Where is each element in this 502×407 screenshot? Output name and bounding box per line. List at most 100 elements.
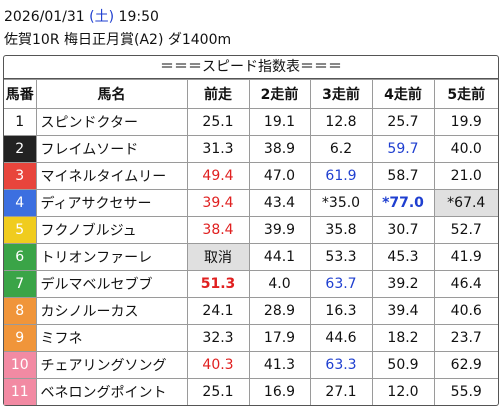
- speed-index: 31.3: [186, 135, 250, 163]
- speed-index: 58.7: [371, 162, 435, 190]
- horse-row: 6 トリオンファーレ 取消 44.1 53.3 45.3 41.9: [4, 243, 498, 271]
- speed-table-box: ＝＝＝スピード指数表＝＝＝ 馬番 馬名 前走 2走前 3走前 4走前 5走前 1 スピンドクタ…: [3, 55, 499, 406]
- date: 2026/01/31: [4, 9, 85, 25]
- speed-index: 35.8: [309, 216, 373, 244]
- date-line: 2026/01/31 (土) 19:50: [4, 6, 159, 26]
- speed-index: *77.0: [371, 189, 435, 217]
- column-header: 馬番: [4, 79, 37, 109]
- speed-index: 62.9: [433, 351, 498, 379]
- speed-index: 18.2: [371, 324, 435, 352]
- column-header: 前走: [186, 79, 250, 109]
- speed-index: 40.6: [433, 297, 498, 325]
- speed-index: 39.2: [371, 270, 435, 298]
- speed-table: 馬番 馬名 前走 2走前 3走前 4走前 5走前 1 スピンドクター 25.1 19.1 12.8 2…: [4, 79, 498, 405]
- horse-name: カシノルーカス: [35, 297, 188, 325]
- speed-index: 63.3: [309, 351, 373, 379]
- speed-index: 52.7: [433, 216, 498, 244]
- speed-index: 32.3: [186, 324, 250, 352]
- speed-index: 4.0: [248, 270, 311, 298]
- horse-name: スピンドクター: [35, 108, 188, 136]
- horse-number: 10: [4, 351, 37, 379]
- speed-index: 24.1: [186, 297, 250, 325]
- time: 19:50: [118, 9, 159, 25]
- horse-number: 8: [4, 297, 37, 325]
- speed-index: 23.7: [433, 324, 498, 352]
- horse-row: 7 デルマベルセブブ 51.3 4.0 63.7 39.2 46.4: [4, 270, 498, 298]
- horse-name: マイネルタイムリー: [35, 162, 188, 190]
- speed-index: 39.9: [248, 216, 311, 244]
- speed-index: 25.1: [186, 378, 250, 405]
- speed-index: 44.1: [248, 243, 311, 271]
- column-header: 2走前: [248, 79, 311, 109]
- speed-index: 25.1: [186, 108, 250, 136]
- horse-name: ミフネ: [35, 324, 188, 352]
- horse-row: 5 フクノブルジュ 38.4 39.9 35.8 30.7 52.7: [4, 216, 498, 244]
- speed-index: 39.4: [371, 297, 435, 325]
- speed-index: 12.8: [309, 108, 373, 136]
- speed-index: 51.3: [186, 270, 250, 298]
- horse-row: 8 カシノルーカス 24.1 28.9 16.3 39.4 40.6: [4, 297, 498, 325]
- horse-name: ベネロングポイント: [35, 378, 188, 405]
- speed-index: 40.3: [186, 351, 250, 379]
- table-title: ＝＝＝スピード指数表＝＝＝: [4, 56, 498, 79]
- speed-index: *67.4: [433, 189, 498, 217]
- speed-index: 19.9: [433, 108, 498, 136]
- horse-name: ディアサクセサー: [35, 189, 188, 217]
- paren: (: [89, 9, 95, 25]
- horse-number: 5: [4, 216, 37, 244]
- speed-index: 27.1: [309, 378, 373, 405]
- paren: ): [108, 9, 115, 25]
- header-row: 馬番 馬名 前走 2走前 3走前 4走前 5走前: [4, 79, 498, 109]
- speed-index: 59.7: [371, 135, 435, 163]
- speed-index: 46.4: [433, 270, 498, 298]
- speed-index: 38.4: [186, 216, 250, 244]
- speed-index: 50.9: [371, 351, 435, 379]
- speed-index: 55.9: [433, 378, 498, 405]
- speed-index: 49.4: [186, 162, 250, 190]
- speed-index: 40.0: [433, 135, 498, 163]
- horse-name: トリオンファーレ: [35, 243, 188, 271]
- horse-number: 7: [4, 270, 37, 298]
- speed-index: 38.9: [248, 135, 311, 163]
- horse-number: 4: [4, 189, 37, 217]
- speed-index: 30.7: [371, 216, 435, 244]
- horse-number: 2: [4, 135, 37, 163]
- speed-index: 25.7: [371, 108, 435, 136]
- horse-row: 2 フレイムソード 31.3 38.9 6.2 59.7 40.0: [4, 135, 498, 163]
- column-header: 馬名: [35, 79, 188, 109]
- horse-row: 1 スピンドクター 25.1 19.1 12.8 25.7 19.9: [4, 108, 498, 136]
- speed-index: 39.4: [186, 189, 250, 217]
- horse-number: 11: [4, 378, 37, 405]
- speed-index: 53.3: [309, 243, 373, 271]
- weekday: (土): [89, 9, 114, 25]
- horse-name: チェアリングソング: [35, 351, 188, 379]
- speed-index: 43.4: [248, 189, 311, 217]
- horse-row: 10 チェアリングソング 40.3 41.3 63.3 50.9 62.9: [4, 351, 498, 379]
- speed-index: 61.9: [309, 162, 373, 190]
- horse-name: フクノブルジュ: [35, 216, 188, 244]
- column-header: 3走前: [309, 79, 373, 109]
- column-header: 5走前: [433, 79, 498, 109]
- horse-number: 6: [4, 243, 37, 271]
- horse-row: 9 ミフネ 32.3 17.9 44.6 18.2 23.7: [4, 324, 498, 352]
- speed-index: 6.2: [309, 135, 373, 163]
- speed-index: *35.0: [309, 189, 373, 217]
- speed-index: 47.0: [248, 162, 311, 190]
- horse-row: 3 マイネルタイムリー 49.4 47.0 61.9 58.7 21.0: [4, 162, 498, 190]
- horse-name: デルマベルセブブ: [35, 270, 188, 298]
- horse-row: 11 ベネロングポイント 25.1 16.9 27.1 12.0 55.9: [4, 378, 498, 405]
- horse-name: フレイムソード: [35, 135, 188, 163]
- speed-index: 63.7: [309, 270, 373, 298]
- horse-row: 4 ディアサクセサー 39.4 43.4 *35.0 *77.0 *67.4: [4, 189, 498, 217]
- speed-index: 16.9: [248, 378, 311, 405]
- horse-number: 9: [4, 324, 37, 352]
- horse-number: 3: [4, 162, 37, 190]
- speed-index: 12.0: [371, 378, 435, 405]
- speed-index: 44.6: [309, 324, 373, 352]
- race: 佐賀10R 梅日正月賞(A2) ダ1400m: [4, 32, 232, 48]
- horse-number: 1: [4, 108, 37, 136]
- speed-index: 17.9: [248, 324, 311, 352]
- speed-index: 16.3: [309, 297, 373, 325]
- weekday-text: 土: [94, 9, 109, 25]
